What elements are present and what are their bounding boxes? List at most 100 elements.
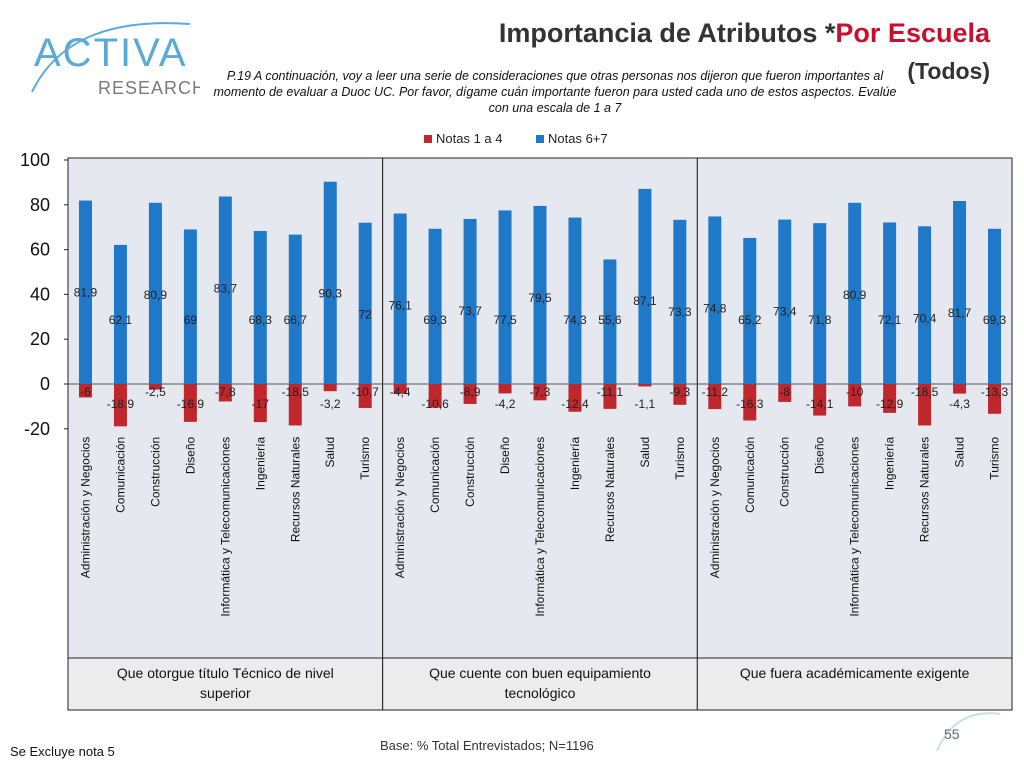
- logo-text-top: ACTIVA: [34, 31, 188, 75]
- bar-pos-1-8: [673, 219, 687, 384]
- logo-text-bottom: RESEARCH: [98, 78, 200, 98]
- bar-pos-2-3: [813, 223, 827, 384]
- bar-neg-1-5: [568, 384, 582, 412]
- bar-neg-2-8: [988, 384, 1002, 414]
- category-label-0-4: Informática y Telecomunicaciones: [218, 437, 232, 617]
- data-label-neg-2-5: -12,9: [876, 397, 904, 411]
- group-label-1-line-0: Que cuente con buen equipamiento: [429, 665, 651, 681]
- legend-label-0: Notas 1 a 4: [436, 131, 503, 146]
- data-label-pos-1-4: 79,5: [528, 291, 552, 305]
- category-label-2-7: Salud: [953, 437, 967, 468]
- data-label-neg-0-0: -6: [80, 385, 91, 399]
- data-label-pos-0-1: 62,1: [109, 313, 133, 327]
- title-main: Importancia de Atributos *: [498, 18, 836, 48]
- data-label-neg-2-8: -13,3: [981, 385, 1009, 399]
- category-label-2-5: Ingeniería: [883, 436, 897, 490]
- bar-neg-2-7: [953, 384, 967, 394]
- bar-neg-0-0: [78, 384, 92, 398]
- category-label-2-6: Recursos Naturales: [918, 437, 932, 542]
- data-label-neg-1-7: -1,1: [635, 397, 656, 411]
- data-label-neg-2-0: -11,2: [702, 385, 729, 399]
- bar-neg-0-3: [183, 384, 197, 422]
- chart-svg: Notas 1 a 4 Notas 6+7 100 80 60 40 20 0 -20 81,9 -…: [20, 131, 1013, 711]
- data-label-neg-1-1: -10,6: [421, 397, 449, 411]
- group-label-box-2: [696, 657, 1013, 711]
- bar-neg-2-0: [708, 384, 722, 410]
- data-label-neg-0-2: -2,5: [145, 385, 166, 399]
- bar-pos-1-4: [533, 205, 547, 384]
- y-tick-label-1: 80: [30, 195, 50, 215]
- bar-neg-1-8: [673, 384, 687, 405]
- bar-pos-2-5: [883, 222, 897, 384]
- group-label-box-1: [382, 657, 698, 711]
- bar-neg-1-0: [393, 384, 407, 394]
- bar-neg-1-7: [638, 384, 652, 387]
- data-label-neg-0-7: -3,2: [320, 397, 341, 411]
- category-label-1-4: Informática y Telecomunicaciones: [533, 437, 547, 617]
- data-label-pos-2-8: 69,3: [983, 313, 1007, 327]
- bar-neg-0-7: [323, 384, 337, 392]
- data-label-neg-2-6: -18,5: [911, 385, 939, 399]
- category-label-0-7: Salud: [323, 437, 337, 468]
- data-label-pos-2-4: 80,9: [843, 288, 867, 302]
- group-label-2-line-0: Que fuera académicamente exigente: [740, 665, 970, 681]
- data-label-neg-2-7: -4,3: [949, 397, 970, 411]
- bar-neg-0-4: [218, 384, 232, 402]
- data-label-pos-2-0: 74,8: [703, 301, 727, 315]
- bar-pos-1-1: [428, 228, 442, 384]
- activa-research-logo: ACTIVA RESEARCH: [31, 22, 200, 98]
- logo-swoosh: [31, 22, 191, 93]
- category-label-0-5: Ingeniería: [253, 436, 267, 490]
- bar-pos-2-1: [743, 237, 757, 384]
- data-label-pos-1-0: 76,1: [388, 299, 412, 313]
- bar-neg-1-2: [463, 384, 477, 404]
- bar-pos-1-0: [393, 213, 407, 384]
- category-label-0-8: Turismo: [358, 436, 372, 479]
- data-label-pos-0-4: 83,7: [214, 282, 238, 296]
- group-label-0-line-1: superior: [200, 685, 251, 701]
- data-label-neg-0-1: -18,9: [107, 397, 135, 411]
- bar-pos-1-2: [463, 218, 477, 384]
- data-label-pos-0-2: 80,9: [144, 288, 168, 302]
- y-tick-label-2: 60: [30, 240, 50, 260]
- bar-pos-0-0: [78, 200, 92, 384]
- data-label-pos-1-3: 77,5: [493, 313, 517, 327]
- data-label-neg-1-2: -8,9: [460, 385, 481, 399]
- data-label-neg-1-5: -12,4: [561, 397, 589, 411]
- category-label-2-1: Comunicación: [743, 437, 757, 513]
- data-label-pos-1-6: 55,6: [598, 313, 622, 327]
- bar-neg-2-6: [918, 384, 932, 426]
- bar-neg-2-2: [778, 384, 792, 402]
- y-tick-label-6: -20: [24, 419, 50, 439]
- bar-neg-1-6: [603, 384, 617, 409]
- category-label-2-3: Diseño: [813, 436, 827, 474]
- bar-neg-0-1: [113, 384, 127, 427]
- category-label-0-2: Construcción: [148, 437, 162, 507]
- title-accent: Por Escuela: [835, 18, 990, 48]
- category-label-1-8: Turismo: [673, 436, 687, 479]
- watermark-logo: [936, 712, 1001, 752]
- data-label-pos-1-5: 74,3: [563, 313, 587, 327]
- bar-neg-1-4: [533, 384, 547, 401]
- data-label-neg-0-8: -10,7: [352, 385, 380, 399]
- data-label-pos-2-7: 81,7: [948, 306, 972, 320]
- bar-neg-2-4: [848, 384, 862, 407]
- legend-swatch-1: [536, 135, 544, 143]
- data-label-neg-2-4: -10: [846, 385, 864, 399]
- data-label-pos-2-5: 72,1: [878, 313, 902, 327]
- group-label-box-0: [67, 657, 384, 711]
- footer-note: Se Excluye nota 5: [10, 744, 115, 759]
- y-tick-label-5: 0: [40, 374, 50, 394]
- data-label-neg-0-6: -18,5: [282, 385, 310, 399]
- bar-pos-0-5: [253, 231, 267, 384]
- data-label-neg-0-5: -17: [252, 397, 270, 411]
- bar-pos-2-8: [988, 228, 1002, 384]
- legend-swatch-0: [424, 135, 432, 143]
- data-label-pos-2-2: 73,4: [773, 305, 797, 319]
- category-label-2-2: Construcción: [778, 437, 792, 507]
- category-label-0-0: Administración y Negocios: [78, 437, 92, 578]
- category-label-1-6: Recursos Naturales: [603, 437, 617, 542]
- category-label-1-0: Administración y Negocios: [393, 437, 407, 578]
- legend-label-1: Notas 6+7: [548, 131, 608, 146]
- category-label-2-4: Informática y Telecomunicaciones: [848, 437, 862, 617]
